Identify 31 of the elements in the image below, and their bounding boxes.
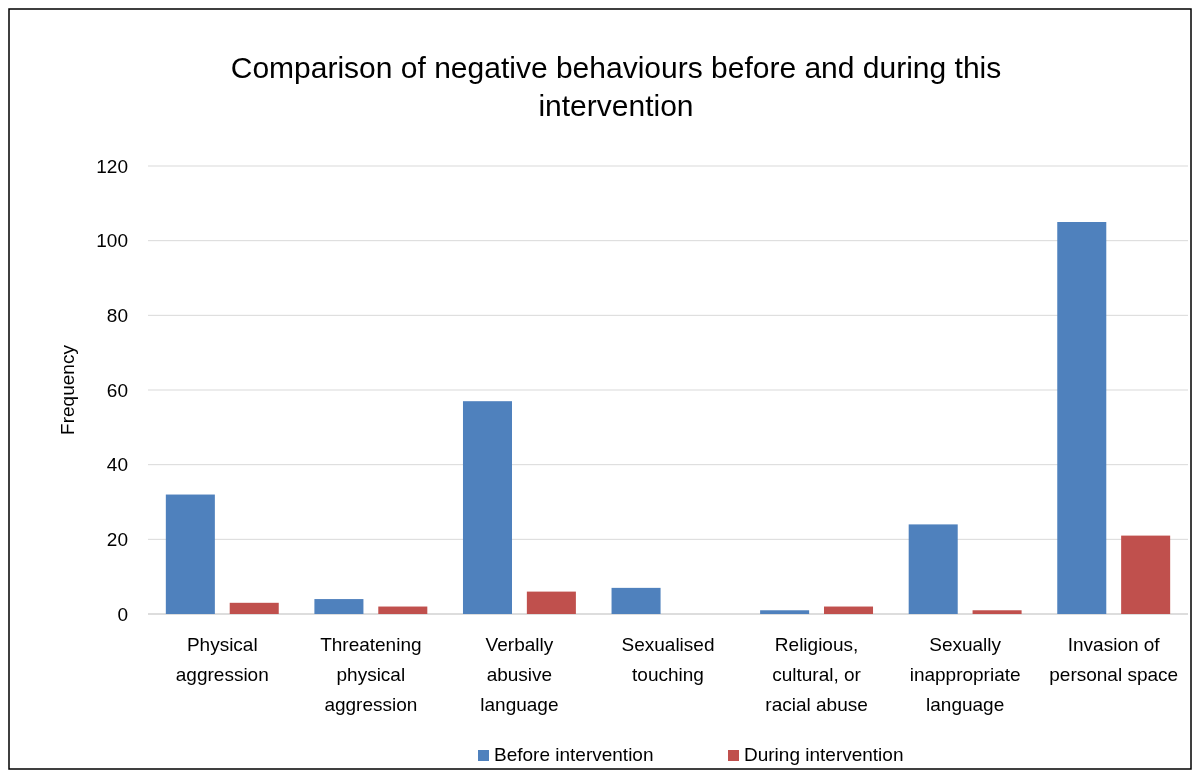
bar <box>908 524 958 614</box>
bar <box>972 610 1022 614</box>
x-tick-label: Religious, cultural, or racial abuse <box>765 634 868 715</box>
x-tick-label: Invasion of personal space <box>1049 634 1179 685</box>
bar <box>611 587 661 614</box>
x-tick-label: Threatening physical aggression <box>320 634 422 715</box>
bar <box>760 610 810 614</box>
bar <box>229 602 279 614</box>
bar <box>165 494 215 614</box>
bar <box>824 606 874 614</box>
y-tick-label: 120 <box>96 155 128 177</box>
legend-label: Before intervention <box>494 744 654 765</box>
chart-title: Comparison of negative behaviours before and during this intervention <box>230 51 1002 122</box>
y-tick-label: 0 <box>117 603 128 625</box>
y-axis-title: Frequency <box>57 344 78 435</box>
y-tick-label: 100 <box>96 230 128 252</box>
x-tick-label: Verbally abusive language <box>480 634 559 715</box>
bar <box>1121 535 1171 614</box>
bar <box>526 591 576 614</box>
bar <box>462 401 512 614</box>
bar <box>1057 222 1107 614</box>
legend-label: During intervention <box>744 744 904 765</box>
y-tick-label: 40 <box>106 454 128 476</box>
y-tick-label: 60 <box>106 379 128 401</box>
x-tick-label: Sexualised touching <box>621 634 715 685</box>
x-tick-label: Physical aggression <box>175 634 269 685</box>
y-tick-label: 80 <box>106 304 128 326</box>
bar <box>314 599 364 614</box>
x-tick-label: Sexually inappropriate language <box>909 634 1021 715</box>
bar <box>378 606 428 614</box>
y-tick-label: 20 <box>106 528 128 550</box>
